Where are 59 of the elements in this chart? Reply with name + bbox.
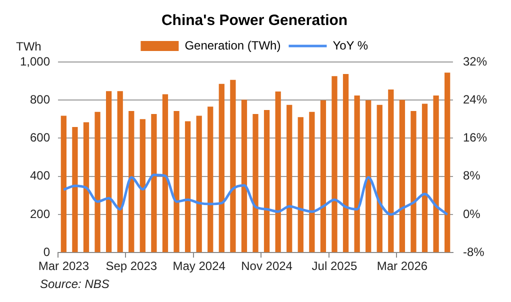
x-tick-label: May 2024 <box>172 259 226 274</box>
legend-label: YoY % <box>332 38 368 52</box>
y2-tick-label: 32% <box>462 54 488 68</box>
x-tick-label: Mar 2023 <box>38 259 90 274</box>
bar <box>444 72 450 252</box>
bar <box>128 110 134 252</box>
y-tick-label: 600 <box>30 130 50 145</box>
bar <box>252 114 258 252</box>
bar <box>332 76 338 252</box>
bar <box>106 91 112 252</box>
bar <box>162 94 168 252</box>
y-tick-label: 400 <box>30 168 50 183</box>
bar <box>410 110 416 252</box>
source-note: Source: NBS <box>40 276 110 292</box>
y2-tick-label: 24% <box>462 92 488 106</box>
legend-label: Generation (TWh) <box>184 38 281 52</box>
bar <box>354 96 360 252</box>
bar <box>208 106 214 252</box>
y2-tick-label: 8% <box>462 168 481 183</box>
bar <box>174 110 180 252</box>
x-tick-label: Mar 2026 <box>376 259 428 274</box>
bar <box>60 116 66 252</box>
line-series <box>62 174 449 216</box>
bar <box>241 100 248 252</box>
bar <box>422 104 428 252</box>
bar <box>320 100 326 252</box>
x-tick-label: Sep 2023 <box>106 259 158 274</box>
x-tick-label: Jul 2025 <box>312 259 358 274</box>
bar <box>117 91 123 252</box>
x-tick-label: Nov 2024 <box>241 259 293 274</box>
bar <box>230 80 236 252</box>
y-tick-label: 200 <box>30 206 50 221</box>
bar <box>151 114 157 252</box>
bar <box>72 126 78 252</box>
bar <box>376 104 382 252</box>
bar <box>433 96 439 252</box>
y2-tick-label: 0% <box>462 206 481 221</box>
bar <box>196 116 202 252</box>
bar <box>366 100 372 252</box>
bar <box>184 121 191 252</box>
y-tick-label: 800 <box>30 92 50 106</box>
bar <box>342 74 349 252</box>
bar <box>309 112 315 252</box>
y-tick-label: 1,000 <box>20 54 50 68</box>
y2-tick-label: 16% <box>462 130 488 145</box>
y2-tick-label: -8% <box>462 244 485 259</box>
y-axis-title: TWh <box>16 39 42 54</box>
bar <box>275 92 281 252</box>
chart-title: China's Power Generation <box>161 12 348 30</box>
bar <box>83 122 90 252</box>
bar <box>94 112 100 252</box>
bar <box>140 119 146 252</box>
bar <box>264 110 270 252</box>
bar <box>286 104 292 252</box>
bar <box>298 117 304 252</box>
bar <box>218 84 224 252</box>
y-tick-label: 0 <box>43 244 50 259</box>
bar <box>399 100 406 252</box>
bar <box>388 89 394 252</box>
